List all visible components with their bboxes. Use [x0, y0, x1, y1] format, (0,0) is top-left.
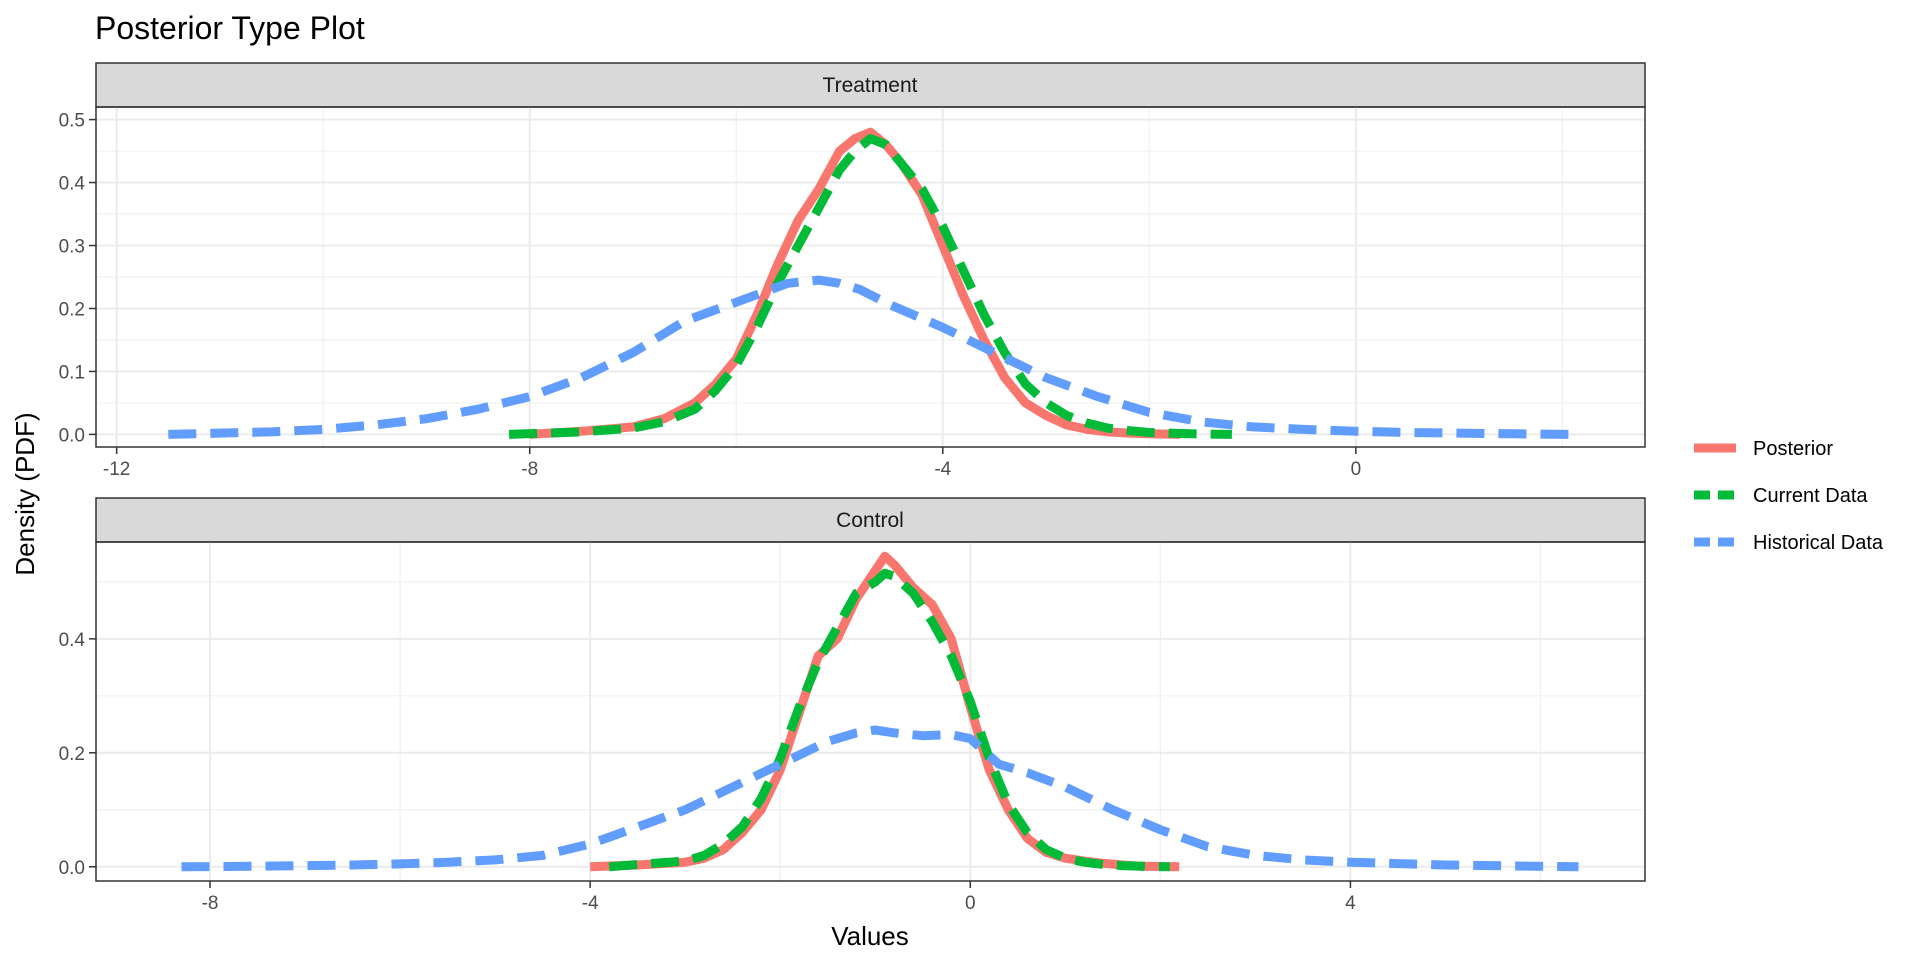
treatment-plot-border [95, 106, 1646, 448]
control-y-tick-label: 0.2 [59, 744, 85, 765]
control-x-axis: -8 -4 0 4 [202, 881, 1356, 914]
control-y-axis: 0.0 0.2 0.4 [59, 630, 96, 879]
treatment-x-tick-label: 0 [1351, 459, 1362, 480]
legend-label-current-data: Current Data [1753, 485, 1868, 507]
control-series-posterior [590, 551, 1180, 872]
legend-label-posterior: Posterior [1753, 438, 1833, 460]
treatment-y-tick-label: 0.0 [59, 425, 85, 446]
control-strip-label: Control [836, 509, 904, 532]
y-axis-title: Density (PDF) [10, 412, 40, 575]
control-grid [96, 542, 1645, 881]
control-y-tick-label: 0.0 [59, 858, 85, 879]
chart-title: Posterior Type Plot [95, 10, 365, 46]
control-y-tick-label: 0.4 [59, 630, 86, 651]
legend-label-historical-data: Historical Data [1753, 532, 1884, 554]
treatment-y-tick-label: 0.2 [59, 299, 85, 320]
treatment-y-tick-label: 0.4 [59, 174, 86, 195]
treatment-grid [96, 107, 1645, 447]
treatment-x-axis: -12 -8 -4 0 [103, 447, 1361, 480]
control-x-tick-label: -4 [582, 893, 599, 914]
treatment-y-tick-label: 0.1 [59, 362, 85, 383]
legend: Posterior Current Data Historical Data [1694, 438, 1884, 554]
control-plot-border [95, 541, 1646, 882]
treatment-series [168, 127, 1573, 439]
treatment-panel: Treatment -12 -8 -4 0 0.0 0.1 0.2 0.3 0.4 0.5 [59, 62, 1646, 480]
treatment-x-tick-label: -12 [103, 459, 130, 480]
control-x-tick-label: 0 [965, 893, 976, 914]
treatment-x-tick-label: -4 [934, 459, 951, 480]
treatment-y-axis: 0.0 0.1 0.2 0.3 0.4 0.5 [59, 111, 96, 446]
treatment-x-tick-label: -8 [521, 459, 538, 480]
control-x-tick-label: -8 [202, 893, 219, 914]
control-series-historical-data [181, 725, 1579, 872]
treatment-strip-label: Treatment [823, 74, 918, 97]
control-panel: Control -8 -4 0 4 0.0 0.2 0.4 [59, 497, 1646, 914]
control-x-tick-label: 4 [1345, 893, 1356, 914]
treatment-strip [95, 62, 1646, 108]
treatment-series-current-data [508, 134, 1232, 439]
treatment-y-tick-label: 0.3 [59, 237, 85, 258]
x-axis-title: Values [831, 921, 909, 951]
control-series-current-data [608, 568, 1170, 872]
treatment-series-historical-data [168, 275, 1573, 439]
control-strip [95, 497, 1646, 543]
treatment-series-posterior [529, 127, 1181, 439]
control-series [181, 551, 1579, 872]
treatment-y-tick-label: 0.5 [59, 111, 85, 132]
